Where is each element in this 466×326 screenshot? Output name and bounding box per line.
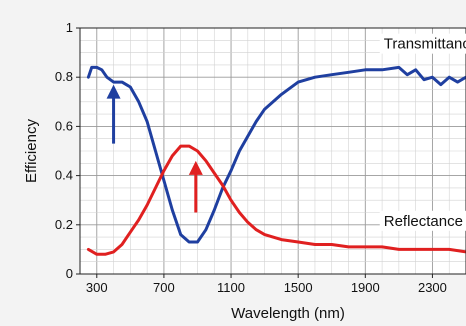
- series-layer: [86, 65, 466, 256]
- annotation-backing: [379, 210, 466, 231]
- x-tick-label: 1500: [284, 280, 313, 295]
- x-tick-label: 700: [153, 280, 175, 295]
- arrow-head: [106, 84, 121, 99]
- x-tick-label: 1100: [217, 280, 245, 295]
- arrow-head: [188, 160, 203, 175]
- annotation-backing: [379, 33, 466, 54]
- annotation-reflectance: Reflectance: [384, 213, 463, 230]
- annotations: Transmittance Reflectance: [379, 33, 466, 231]
- annotation-transmittance: Transmittance: [384, 36, 466, 53]
- x-tick-label: 1900: [351, 280, 380, 295]
- y-tick-label: 0: [66, 266, 73, 281]
- y-tick-label: 0.8: [55, 69, 73, 84]
- plot-border: [79, 27, 466, 275]
- y-tick-label: 1: [66, 20, 73, 35]
- x-axis-label: Wavelength (nm): [231, 305, 345, 322]
- series-line-reflectance: [86, 144, 466, 256]
- y-tick-label: 0.4: [55, 168, 73, 183]
- y-axis-label: Efficiency: [23, 119, 40, 183]
- y-tick-label: 0.2: [55, 217, 73, 232]
- y-tick-label: 0.6: [55, 118, 73, 133]
- x-tick-label: 300: [86, 280, 108, 295]
- series-line-transmittance: [86, 65, 466, 244]
- arrows-layer: [106, 84, 203, 213]
- x-tick-label: 2300: [418, 280, 447, 295]
- axis-ticks: 300 700 1100 1500 1900 2300 0 0.2 0.4 0.6 0.8 1: [55, 20, 447, 295]
